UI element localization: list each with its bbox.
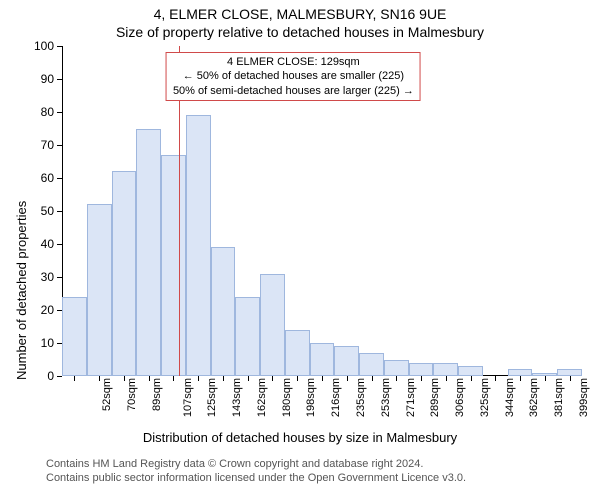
chart-title: Size of property relative to detached ho… — [0, 24, 600, 40]
x-tick-label: 52sqm — [101, 378, 113, 411]
x-tick-label: 399sqm — [578, 378, 590, 417]
x-tick-label: 235sqm — [355, 378, 367, 417]
x-tick-label: 70sqm — [126, 378, 138, 411]
annotation-box: 4 ELMER CLOSE: 129sqm← 50% of detached h… — [166, 52, 421, 101]
x-tick-label: 125sqm — [207, 378, 219, 417]
bar — [359, 353, 384, 376]
y-tick-label: 50 — [41, 204, 54, 218]
x-tick-label: 344sqm — [504, 378, 516, 417]
y-tick-label: 20 — [41, 303, 54, 317]
y-tick-label: 60 — [41, 171, 54, 185]
y-tick-label: 30 — [41, 270, 54, 284]
x-tick-label: 198sqm — [306, 378, 318, 417]
bar — [409, 363, 434, 376]
x-tick-mark — [149, 376, 150, 381]
x-tick-mark — [124, 376, 125, 381]
y-tick-mark — [57, 277, 62, 278]
x-tick-mark — [372, 376, 373, 381]
y-tick-mark — [57, 376, 62, 377]
x-tick-label: 162sqm — [256, 378, 268, 417]
bar — [285, 330, 310, 376]
y-tick-label: 10 — [41, 336, 54, 350]
y-tick-mark — [57, 145, 62, 146]
x-tick-mark — [198, 376, 199, 381]
bar — [557, 369, 582, 376]
y-tick-mark — [57, 244, 62, 245]
bar — [433, 363, 458, 376]
bar — [136, 129, 161, 377]
bar — [458, 366, 483, 376]
x-tick-mark — [570, 376, 571, 381]
footer-line-1: Contains HM Land Registry data © Crown c… — [46, 458, 466, 472]
x-tick-label: 362sqm — [528, 378, 540, 417]
bar — [260, 274, 285, 376]
x-tick-label: 253sqm — [380, 378, 392, 417]
x-tick-label: 89sqm — [151, 378, 163, 411]
y-tick-mark — [57, 79, 62, 80]
x-tick-mark — [223, 376, 224, 381]
x-tick-mark — [471, 376, 472, 381]
annotation-line: 4 ELMER CLOSE: 129sqm — [173, 55, 414, 69]
x-axis-label: Distribution of detached houses by size … — [0, 430, 600, 445]
x-tick-label: 143sqm — [231, 378, 243, 417]
bar — [334, 346, 359, 376]
x-tick-mark — [545, 376, 546, 381]
x-tick-mark — [446, 376, 447, 381]
x-tick-mark — [495, 376, 496, 381]
annotation-line: ← 50% of detached houses are smaller (22… — [173, 69, 414, 83]
plot-area: 010203040506070809010052sqm70sqm89sqm107… — [62, 46, 582, 376]
x-tick-mark — [74, 376, 75, 381]
x-tick-mark — [173, 376, 174, 381]
bar — [161, 155, 186, 376]
x-tick-label: 180sqm — [281, 378, 293, 417]
x-tick-mark — [396, 376, 397, 381]
y-tick-label: 70 — [41, 138, 54, 152]
x-tick-mark — [272, 376, 273, 381]
y-tick-label: 0 — [47, 369, 54, 383]
footer-line-2: Contains public sector information licen… — [46, 472, 466, 486]
x-tick-mark — [520, 376, 521, 381]
y-tick-mark — [57, 211, 62, 212]
bar — [211, 247, 236, 376]
y-tick-mark — [57, 112, 62, 113]
bar — [62, 297, 87, 376]
x-tick-mark — [322, 376, 323, 381]
bar — [186, 115, 211, 376]
y-tick-mark — [57, 178, 62, 179]
bar — [384, 360, 409, 377]
x-tick-mark — [99, 376, 100, 381]
y-tick-label: 100 — [34, 39, 54, 53]
bar — [235, 297, 260, 376]
footer-text: Contains HM Land Registry data © Crown c… — [46, 458, 466, 486]
bar — [310, 343, 335, 376]
x-tick-label: 271sqm — [405, 378, 417, 417]
x-tick-mark — [421, 376, 422, 381]
x-tick-label: 289sqm — [429, 378, 441, 417]
chart-container: 4, ELMER CLOSE, MALMESBURY, SN16 9UE Siz… — [0, 0, 600, 500]
y-tick-label: 90 — [41, 72, 54, 86]
bar — [87, 204, 112, 376]
y-axis-label: Number of detached properties — [14, 201, 29, 380]
bar — [508, 369, 533, 376]
x-tick-mark — [297, 376, 298, 381]
bar — [112, 171, 137, 376]
x-tick-label: 325sqm — [479, 378, 491, 417]
x-tick-label: 381sqm — [553, 378, 565, 417]
y-tick-label: 40 — [41, 237, 54, 251]
x-tick-mark — [248, 376, 249, 381]
annotation-line: 50% of semi-detached houses are larger (… — [173, 84, 414, 98]
x-tick-label: 216sqm — [330, 378, 342, 417]
y-tick-mark — [57, 46, 62, 47]
y-tick-label: 80 — [41, 105, 54, 119]
x-tick-label: 306sqm — [454, 378, 466, 417]
chart-supertitle: 4, ELMER CLOSE, MALMESBURY, SN16 9UE — [0, 6, 600, 22]
x-tick-mark — [347, 376, 348, 381]
x-tick-label: 107sqm — [182, 378, 194, 417]
